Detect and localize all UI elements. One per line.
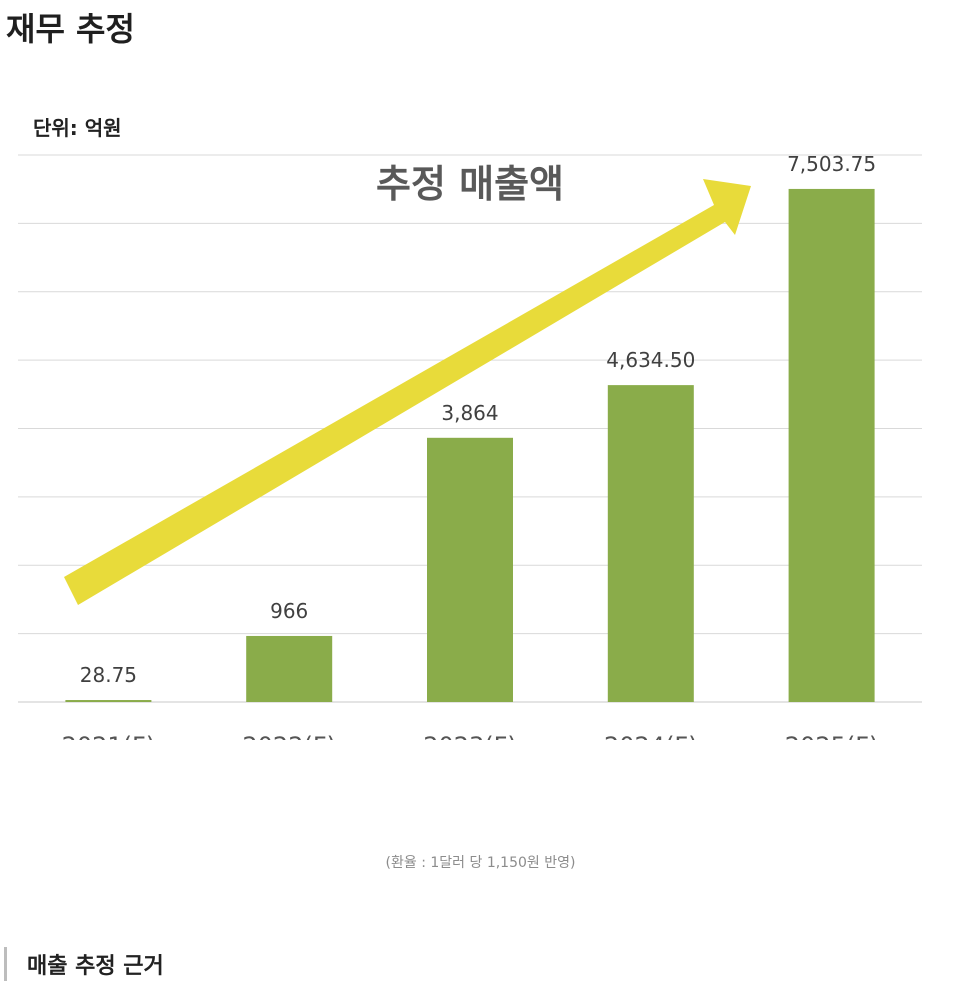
trend-arrow — [64, 179, 751, 605]
page-title: 재무 추정 — [6, 10, 135, 48]
x-tick-label: 2024(F) — [604, 732, 698, 740]
trend-arrow-shape — [64, 179, 751, 605]
data-label: 28.75 — [80, 663, 137, 687]
bar-2022(F) — [246, 635, 333, 702]
bars — [65, 188, 875, 702]
bar-2023(F) — [427, 437, 513, 702]
x-tick-label: 2021(F) — [62, 732, 156, 740]
bar-2021(F) — [65, 700, 152, 702]
x-tick-label: 2023(F) — [423, 732, 517, 740]
labels: 28.75 2021(F) 966 2022(F) 3,864 2023(F) 4,634.… — [62, 152, 879, 740]
data-label: 7,503.75 — [787, 152, 876, 176]
section-heading: 매출 추정 근거 — [0, 946, 164, 982]
data-label: 3,864 — [441, 401, 498, 425]
revenue-bar-chart: 단위: 억원 추정 매출액 28.75 2021(F) 966 2022(F) 3,86… — [18, 116, 922, 740]
section-heading-label: 매출 추정 근거 — [27, 954, 164, 979]
section-marker — [4, 947, 7, 981]
bar-2025(F) — [788, 188, 875, 702]
data-label: 4,634.50 — [606, 348, 695, 372]
data-label: 966 — [270, 599, 308, 623]
unit-label: 단위: 억원 — [33, 116, 122, 140]
x-tick-label: 2025(F) — [785, 732, 879, 740]
x-tick-label: 2022(F) — [242, 732, 336, 740]
bar-2024(F) — [607, 385, 694, 702]
chart-annotation: 추정 매출액 — [376, 162, 564, 206]
exchange-rate-note: (환율 : 1달러 당 1,150원 반영) — [385, 855, 576, 871]
